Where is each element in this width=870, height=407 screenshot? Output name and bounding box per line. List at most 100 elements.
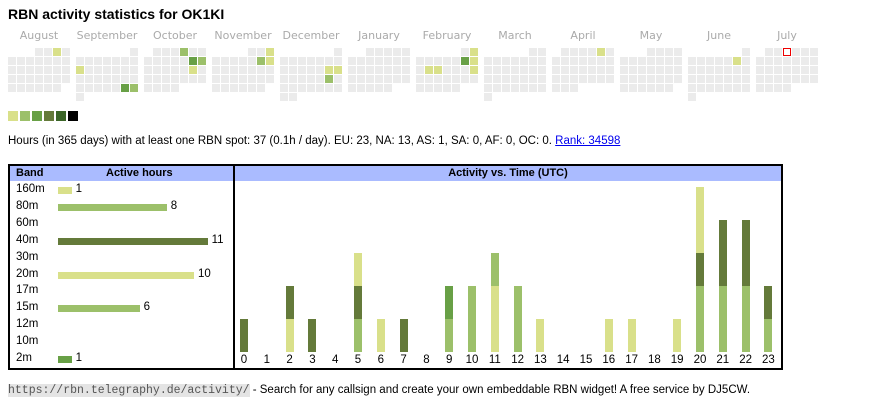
day-cell[interactable] [715, 57, 723, 65]
day-cell[interactable] [221, 66, 229, 74]
day-cell[interactable] [76, 84, 84, 92]
day-cell[interactable] [765, 57, 773, 65]
day-cell[interactable] [280, 75, 288, 83]
day-cell[interactable] [416, 66, 424, 74]
day-cell[interactable] [248, 57, 256, 65]
day-cell[interactable] [561, 75, 569, 83]
day-cell[interactable] [561, 66, 569, 74]
day-cell[interactable] [606, 57, 614, 65]
day-cell[interactable] [470, 66, 478, 74]
day-cell[interactable] [579, 48, 587, 56]
day-cell[interactable] [348, 75, 356, 83]
day-cell[interactable] [665, 75, 673, 83]
day-cell[interactable] [452, 75, 460, 83]
day-cell[interactable] [742, 84, 750, 92]
day-cell[interactable] [375, 84, 383, 92]
day-cell[interactable] [325, 57, 333, 65]
day-cell[interactable] [257, 84, 265, 92]
day-cell[interactable] [597, 66, 605, 74]
day-cell[interactable] [375, 48, 383, 56]
day-cell[interactable] [334, 75, 342, 83]
day-cell[interactable] [180, 75, 188, 83]
day-cell[interactable] [162, 57, 170, 65]
day-cell[interactable] [443, 66, 451, 74]
day-cell[interactable] [8, 75, 16, 83]
day-cell[interactable] [620, 84, 628, 92]
day-cell[interactable] [697, 66, 705, 74]
day-cell[interactable] [180, 57, 188, 65]
day-cell[interactable] [316, 66, 324, 74]
day-cell[interactable] [538, 84, 546, 92]
day-cell[interactable] [171, 66, 179, 74]
day-cell[interactable] [103, 84, 111, 92]
day-cell[interactable] [529, 84, 537, 92]
day-cell[interactable] [742, 48, 750, 56]
day-cell[interactable] [665, 57, 673, 65]
day-cell[interactable] [130, 84, 138, 92]
day-cell[interactable] [85, 75, 93, 83]
day-cell[interactable] [502, 84, 510, 92]
day-cell[interactable] [588, 48, 596, 56]
day-cell[interactable] [212, 75, 220, 83]
day-cell[interactable] [742, 66, 750, 74]
day-cell[interactable] [171, 84, 179, 92]
day-cell[interactable] [461, 75, 469, 83]
day-cell[interactable] [375, 75, 383, 83]
day-cell[interactable] [366, 66, 374, 74]
day-cell[interactable] [103, 57, 111, 65]
day-cell[interactable] [189, 66, 197, 74]
day-cell[interactable] [579, 66, 587, 74]
day-cell[interactable] [8, 84, 16, 92]
day-cell[interactable] [239, 57, 247, 65]
day-cell[interactable] [810, 57, 818, 65]
day-cell[interactable] [502, 66, 510, 74]
day-cell[interactable] [35, 75, 43, 83]
day-cell[interactable] [484, 84, 492, 92]
day-cell[interactable] [552, 57, 560, 65]
day-cell[interactable] [53, 75, 61, 83]
day-cell[interactable] [774, 66, 782, 74]
day-cell[interactable] [230, 84, 238, 92]
day-cell[interactable] [801, 48, 809, 56]
day-cell[interactable] [384, 66, 392, 74]
day-cell[interactable] [334, 66, 342, 74]
day-cell[interactable] [638, 66, 646, 74]
day-cell[interactable] [384, 48, 392, 56]
day-cell[interactable] [289, 84, 297, 92]
day-cell[interactable] [44, 75, 52, 83]
day-cell[interactable] [239, 84, 247, 92]
day-cell[interactable] [756, 75, 764, 83]
day-cell[interactable] [257, 48, 265, 56]
day-cell[interactable] [765, 48, 773, 56]
day-cell[interactable] [8, 66, 16, 74]
day-cell[interactable] [765, 75, 773, 83]
day-cell[interactable] [484, 75, 492, 83]
day-cell[interactable] [280, 57, 288, 65]
day-cell[interactable] [289, 75, 297, 83]
day-cell[interactable] [570, 84, 578, 92]
day-cell[interactable] [189, 48, 197, 56]
day-cell[interactable] [17, 66, 25, 74]
day-cell[interactable] [121, 75, 129, 83]
day-cell[interactable] [606, 48, 614, 56]
day-cell[interactable] [357, 75, 365, 83]
day-cell[interactable] [665, 66, 673, 74]
day-cell[interactable] [298, 66, 306, 74]
day-cell[interactable] [230, 75, 238, 83]
day-cell[interactable] [801, 75, 809, 83]
day-cell[interactable] [348, 66, 356, 74]
day-cell[interactable] [162, 66, 170, 74]
day-cell[interactable] [212, 57, 220, 65]
day-cell[interactable] [434, 57, 442, 65]
day-cell[interactable] [121, 66, 129, 74]
day-cell[interactable] [121, 57, 129, 65]
day-cell[interactable] [538, 66, 546, 74]
day-cell[interactable] [774, 57, 782, 65]
day-cell[interactable] [384, 84, 392, 92]
day-cell[interactable] [733, 84, 741, 92]
day-cell[interactable] [162, 48, 170, 56]
day-cell[interactable] [493, 75, 501, 83]
day-cell[interactable] [62, 48, 70, 56]
day-cell[interactable] [357, 57, 365, 65]
day-cell[interactable] [520, 66, 528, 74]
